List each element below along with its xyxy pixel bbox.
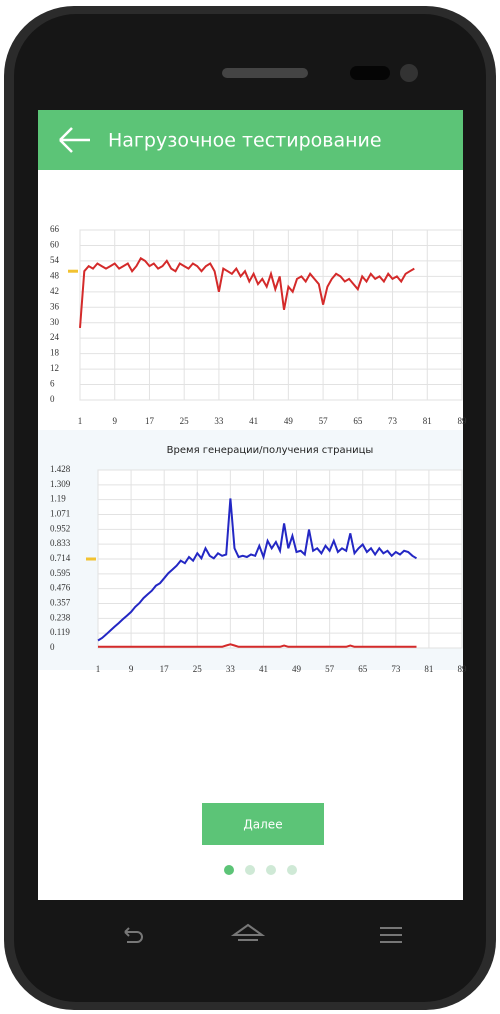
x-tick-label: 73 (388, 416, 398, 426)
x-tick-label: 81 (424, 664, 433, 674)
page-dot (245, 865, 255, 875)
x-tick-label: 65 (353, 416, 363, 426)
y-tick-label: 66 (50, 224, 60, 234)
y-tick-label: 0.595 (50, 568, 71, 578)
sensor (350, 66, 390, 80)
x-tick-label: 89 (458, 664, 468, 674)
y-tick-label: 0 (50, 642, 55, 652)
x-tick-label: 57 (325, 664, 335, 674)
y-tick-label: 0.119 (50, 627, 70, 637)
page-dot (224, 865, 234, 875)
button-label: Далее (243, 818, 282, 832)
y-tick-label: 36 (50, 301, 60, 311)
phone-screen: Нагрузочное тестирование Далее 0 6 12 18 24 3… (0, 0, 500, 1014)
x-tick-label: 73 (391, 664, 401, 674)
chart-title: Время генерации/получения страницы (167, 445, 374, 456)
y-tick-label: 48 (50, 270, 60, 280)
x-tick-label: 41 (249, 416, 258, 426)
y-tick-label: 0.476 (50, 583, 71, 593)
x-tick-label: 89 (458, 416, 468, 426)
x-tick-label: 81 (423, 416, 432, 426)
x-tick-label: 9 (112, 416, 117, 426)
y-tick-label: 18 (50, 348, 60, 358)
x-tick-label: 1 (96, 664, 101, 674)
x-tick-label: 17 (160, 664, 170, 674)
x-tick-label: 41 (259, 664, 268, 674)
x-tick-label: 25 (180, 416, 190, 426)
plot-area (80, 230, 462, 400)
x-tick-label: 17 (145, 416, 155, 426)
y-tick-label: 1.071 (50, 509, 70, 519)
camera (400, 64, 418, 82)
x-tick-label: 1 (78, 416, 83, 426)
y-tick-label: 1.428 (50, 464, 71, 474)
x-tick-label: 65 (358, 664, 368, 674)
y-tick-label: 0.238 (50, 612, 71, 622)
y-tick-label: 60 (50, 240, 60, 250)
y-tick-label: 6 (50, 379, 55, 389)
x-tick-label: 25 (193, 664, 203, 674)
y-tick-label: 54 (50, 255, 60, 265)
y-tick-label: 1.19 (50, 494, 66, 504)
header-title: Нагрузочное тестирование (108, 130, 382, 152)
y-tick-label: 0.833 (50, 538, 71, 548)
y-tick-label: 1.309 (50, 479, 71, 489)
y-tick-label: 12 (50, 363, 59, 373)
x-tick-label: 33 (214, 416, 224, 426)
page-dot (287, 865, 297, 875)
x-tick-label: 57 (319, 416, 329, 426)
x-tick-label: 9 (129, 664, 134, 674)
speaker (222, 68, 308, 78)
y-tick-label: 0 (50, 394, 55, 404)
x-tick-label: 49 (292, 664, 302, 674)
x-tick-label: 33 (226, 664, 236, 674)
page-dot (266, 865, 276, 875)
x-tick-label: 49 (284, 416, 294, 426)
y-tick-label: 24 (50, 332, 60, 342)
y-tick-label: 0.357 (50, 598, 71, 608)
y-tick-label: 0.952 (50, 523, 70, 533)
y-tick-label: 0.714 (50, 553, 71, 563)
y-tick-label: 42 (50, 286, 59, 296)
y-tick-label: 30 (50, 317, 60, 327)
